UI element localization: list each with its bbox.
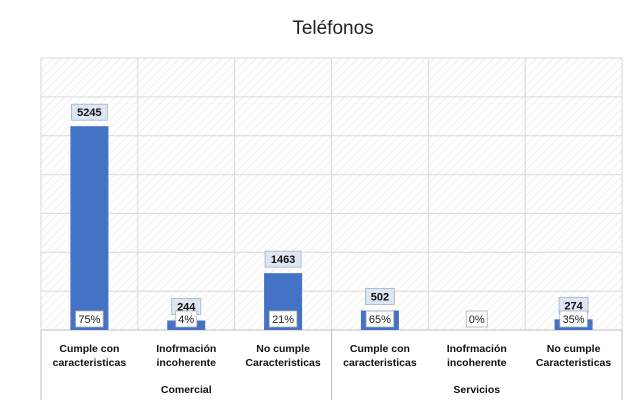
- value-label: 244: [177, 302, 196, 314]
- group-label: Comercial: [161, 384, 212, 396]
- value-label: 5245: [77, 107, 101, 119]
- category-label: incoherente: [156, 357, 216, 369]
- category-label: caracteristicas: [53, 357, 127, 369]
- percent-label-box: [465, 310, 488, 328]
- value-label-box: [264, 250, 302, 268]
- percent-label: 75%: [78, 314, 100, 326]
- category-label: No cumple: [547, 343, 601, 355]
- percent-label: 35%: [563, 314, 585, 326]
- percent-label: 65%: [369, 314, 391, 326]
- percent-label: 4%: [178, 314, 194, 326]
- category-label: Inofrmación: [447, 343, 507, 355]
- percent-label-box: [559, 310, 588, 328]
- value-label: 274: [564, 300, 583, 312]
- chart-title: Teléfonos: [292, 18, 373, 39]
- percent-label-box: [75, 310, 104, 328]
- grid-lines: [40, 57, 623, 400]
- category-label: Cumple con: [59, 343, 119, 355]
- value-label-box: [365, 288, 395, 305]
- category-label: No cumple: [256, 343, 310, 355]
- category-label: caracteristicas: [343, 357, 417, 369]
- value-label-box: [71, 103, 108, 121]
- percent-label: 21%: [272, 314, 294, 326]
- category-label: Inofrmación: [156, 343, 216, 355]
- value-label: 1463: [271, 254, 295, 266]
- value-label: 502: [371, 291, 389, 303]
- category-label: Caracteristicas: [536, 357, 611, 369]
- category-label: Caracteristicas: [245, 357, 320, 369]
- percent-label-box: [365, 310, 395, 328]
- bar: [70, 126, 109, 331]
- category-label: incoherente: [447, 357, 507, 369]
- percent-label-box: [268, 310, 298, 328]
- percent-label-box: [175, 310, 198, 328]
- group-label: Servicios: [453, 384, 500, 396]
- percent-label: 0%: [469, 314, 485, 326]
- category-label: Cumple con: [350, 343, 410, 355]
